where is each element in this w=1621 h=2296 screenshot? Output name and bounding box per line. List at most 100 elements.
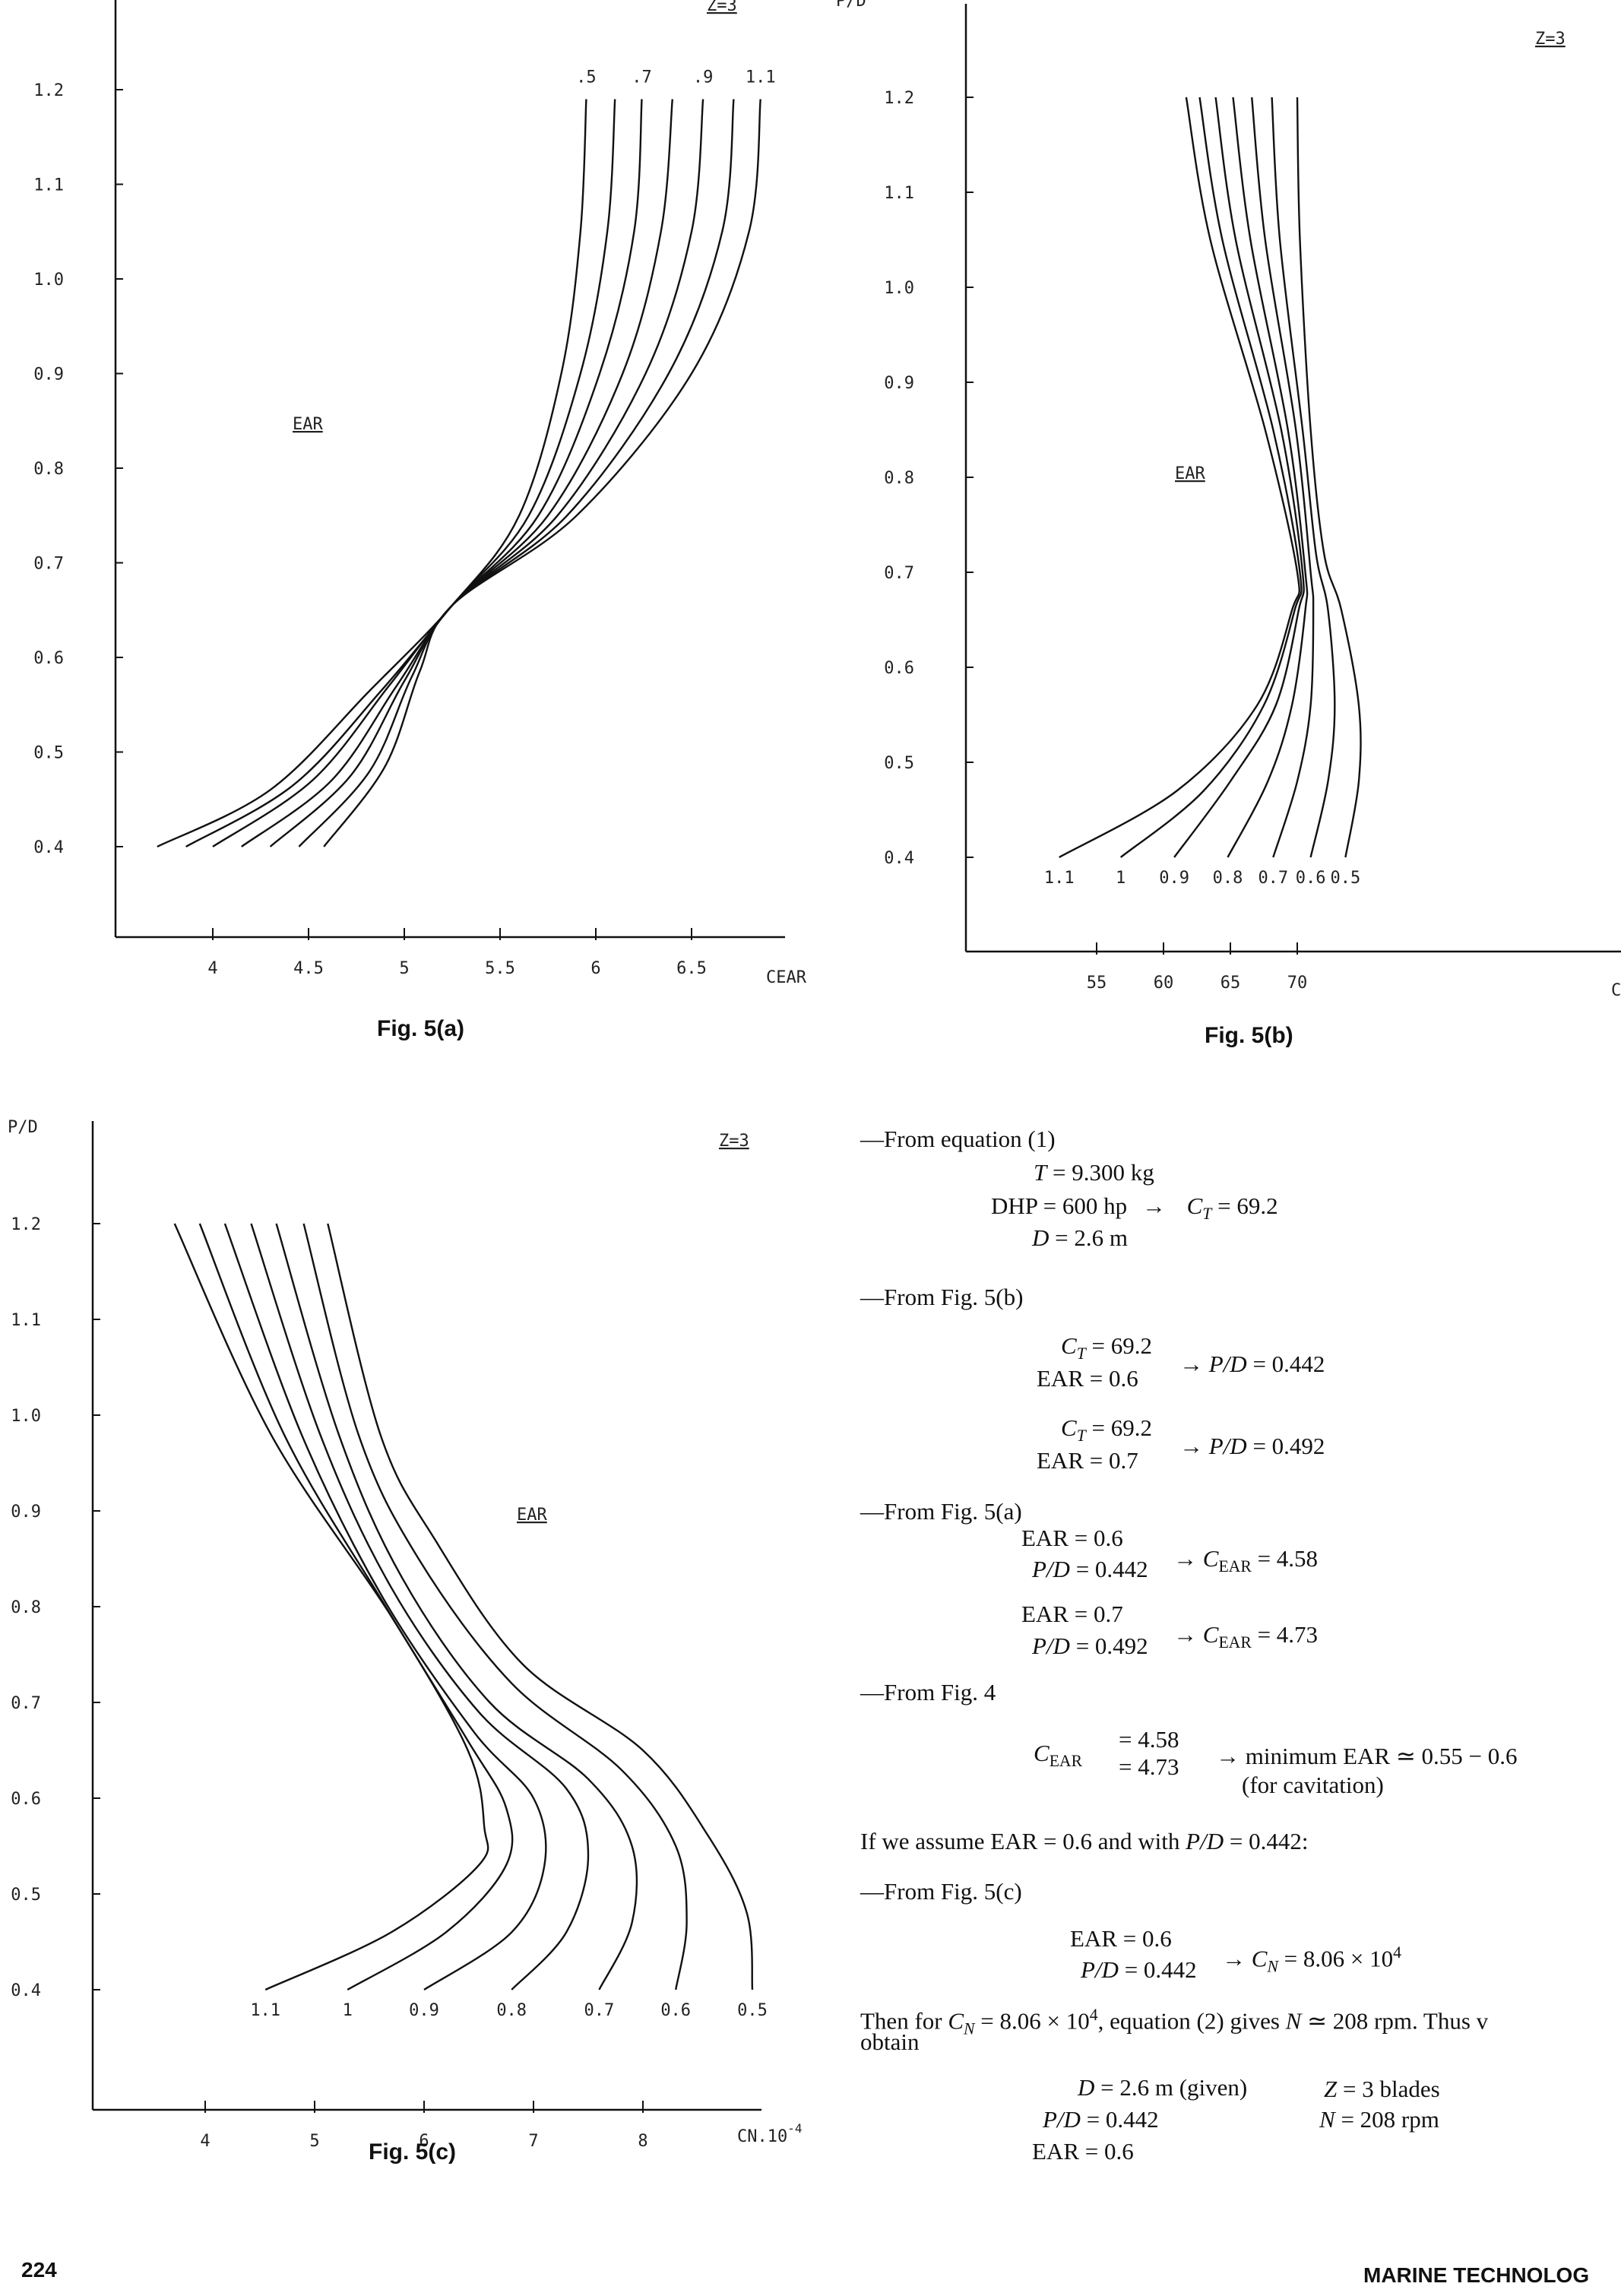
curve-ear-1.1 xyxy=(173,1223,489,1991)
x-axis-label: C xyxy=(1611,981,1621,1000)
y-tick-label: 0.8 xyxy=(11,1598,41,1617)
curve-label: 0.8 xyxy=(496,2001,527,2020)
fig4-result-note: (for cavitation) xyxy=(1242,1772,1384,1798)
fig4-cear-bot: = 4.73 xyxy=(1119,1753,1179,1780)
x-axis-label-exponent: -4 xyxy=(787,2121,802,2136)
blade-count-label: Z=3 xyxy=(707,0,737,15)
fig5b-case1-ear: EAR = 0.6 xyxy=(1037,1365,1138,1392)
blade-count-label: Z=3 xyxy=(719,1132,749,1151)
step-equation-1: —From equation (1) xyxy=(860,1126,1056,1152)
fig5c-result: → CN = 8.06 × 104 xyxy=(1222,1943,1401,1976)
y-tick-label: 1.0 xyxy=(11,1407,41,1426)
x-tick-label: 4 xyxy=(207,959,217,978)
fig5b-case1-result: → P/D = 0.442 xyxy=(1179,1351,1325,1377)
curve-ear-0.8 xyxy=(1227,97,1309,858)
y-tick-label: 1.1 xyxy=(33,176,64,195)
curve-ear-unlabeled xyxy=(185,99,616,848)
y-tick-label: 1.2 xyxy=(33,81,64,100)
curve-label: .7 xyxy=(632,68,652,87)
y-tick-label: 0.8 xyxy=(884,469,914,488)
curve-ear-unlabeled xyxy=(298,99,735,847)
curve-label: 1.1 xyxy=(250,2001,280,2020)
y-tick-label: 0.5 xyxy=(884,754,914,773)
x-tick-label: 4.5 xyxy=(293,959,324,978)
given-diameter: D = 2.6 m xyxy=(1032,1224,1128,1251)
fig5b-case2-ear: EAR = 0.7 xyxy=(1037,1447,1138,1474)
curve-ear-1 xyxy=(198,1223,514,1991)
curve-label: 0.5 xyxy=(1330,869,1360,888)
curve-ear-1 xyxy=(1119,97,1303,858)
figure-5c: 0.4 0.5 0.6 0.7 0.8 0.9 1.0 1.1 1.2 4 5 6 7 8 CN.10-4 P… xyxy=(0,1094,859,2174)
fig5a-case2-pd: P/D = 0.492 xyxy=(1032,1633,1148,1659)
curve-ear-.9 xyxy=(269,99,704,847)
curve-label: 0.6 xyxy=(660,2001,691,2020)
fig5b-case1: CT = 69.2 xyxy=(1061,1332,1152,1363)
curve-ear-.7 xyxy=(212,99,643,847)
fig5a-case1-pd: P/D = 0.442 xyxy=(1032,1556,1148,1582)
curve-label: 0.5 xyxy=(737,2001,768,2020)
fig4-result: → minimum EAR ≃ 0.55 − 0.6 xyxy=(1216,1743,1518,1769)
figure-5b: 0.4 0.5 0.6 0.7 0.8 0.9 1.0 1.1 1.2 55 60 65 70 C P/D Z… xyxy=(836,0,1621,1064)
x-tick-label: 6.5 xyxy=(676,959,707,978)
figure-5b-plot: 0.40.50.60.70.80.91.01.11.255 60 65 70 CP/DZ… xyxy=(836,0,1621,1000)
fig5a-case1-ear: EAR = 0.6 xyxy=(1021,1525,1123,1551)
page-number: 224 xyxy=(21,2258,57,2282)
curve-label: 0.7 xyxy=(584,2001,615,2020)
curve-ear-1.1 xyxy=(323,99,761,847)
y-tick-label: 0.5 xyxy=(33,744,64,763)
figure-5c-caption: Fig. 5(c) xyxy=(369,2139,457,2165)
curve-ear-0.9 xyxy=(1173,97,1305,858)
curve-ear-0.7 xyxy=(1251,97,1315,858)
fig4-cear-top: = 4.58 xyxy=(1119,1726,1179,1753)
x-tick-label: 7 xyxy=(528,2132,538,2151)
curve-ear-0.5 xyxy=(1296,97,1362,858)
y-tick-label: 1.2 xyxy=(11,1215,41,1234)
figure-5a: 0.4 0.5 0.6 0.7 0.8 0.9 1.0 1.1 1.2 4 4.5 5 5.5 6 6.5 C… xyxy=(0,0,836,1064)
curve-ear-0.9 xyxy=(223,1223,547,1991)
fig5a-case1-result: → CEAR = 4.58 xyxy=(1173,1545,1319,1576)
x-axis-label: CEAR xyxy=(766,968,807,987)
result-blades: Z = 3 blades xyxy=(1324,2076,1440,2102)
y-tick-label: 1.0 xyxy=(33,271,64,290)
x-axis-label: CN.10-4 xyxy=(737,2121,803,2146)
y-tick-label: 1.1 xyxy=(11,1311,41,1330)
curve-ear-.5 xyxy=(157,99,587,848)
curve-ear-0.6 xyxy=(1271,97,1336,858)
y-tick-label: 0.4 xyxy=(33,838,64,857)
curve-label: 1 xyxy=(1116,869,1126,888)
curve-label: 0.9 xyxy=(409,2001,439,2020)
x-tick-label: 6 xyxy=(590,959,600,978)
ear-label: EAR xyxy=(517,1506,547,1525)
blade-count-label: Z=3 xyxy=(1535,30,1566,49)
x-tick-label: 5 xyxy=(399,959,409,978)
x-tick-label: 6 xyxy=(419,2132,429,2151)
curve-ear-0.8 xyxy=(250,1223,590,1990)
curve-label: 0.7 xyxy=(1258,869,1288,888)
x-tick-label: 55 xyxy=(1087,974,1107,993)
curve-label: 0.9 xyxy=(1159,869,1189,888)
ear-label: EAR xyxy=(293,415,323,434)
step-fig5a: —From Fig. 5(a) xyxy=(860,1498,1022,1525)
y-tick-label: 0.9 xyxy=(884,374,914,393)
y-tick-label: 0.6 xyxy=(33,649,64,668)
fig5a-case2-ear: EAR = 0.7 xyxy=(1021,1601,1123,1627)
y-tick-label: 0.8 xyxy=(33,460,64,479)
y-tick-label: 0.9 xyxy=(11,1503,41,1522)
y-tick-label: 0.7 xyxy=(33,555,64,574)
figure-5c-plot: 0.4 0.5 0.6 0.7 0.8 0.9 1.0 1.1 1.2 4 5 6 7 8 CN.10-4 P… xyxy=(8,1118,803,2151)
curve-ear-unlabeled xyxy=(241,99,673,847)
curve-label: .5 xyxy=(576,68,597,87)
step-fig4: —From Fig. 4 xyxy=(860,1679,996,1705)
fig5a-case2-result: → CEAR = 4.73 xyxy=(1173,1621,1319,1652)
x-tick-label: 65 xyxy=(1220,974,1241,993)
figure-5a-caption: Fig. 5(a) xyxy=(377,1016,465,1041)
assumption: If we assume EAR = 0.6 and with P/D = 0.… xyxy=(860,1828,1309,1854)
conclusion-line-2: obtain xyxy=(860,2028,920,2055)
y-axis-label: P/D xyxy=(8,1118,38,1137)
fig4-cear: CEAR xyxy=(1034,1740,1083,1771)
fig5b-case2: CT = 69.2 xyxy=(1061,1414,1152,1446)
curve-label: 1.1 xyxy=(1044,869,1075,888)
curve-ear-0.7 xyxy=(275,1223,638,1990)
curve-label: 1.1 xyxy=(746,68,776,87)
y-tick-label: 0.9 xyxy=(33,366,64,385)
